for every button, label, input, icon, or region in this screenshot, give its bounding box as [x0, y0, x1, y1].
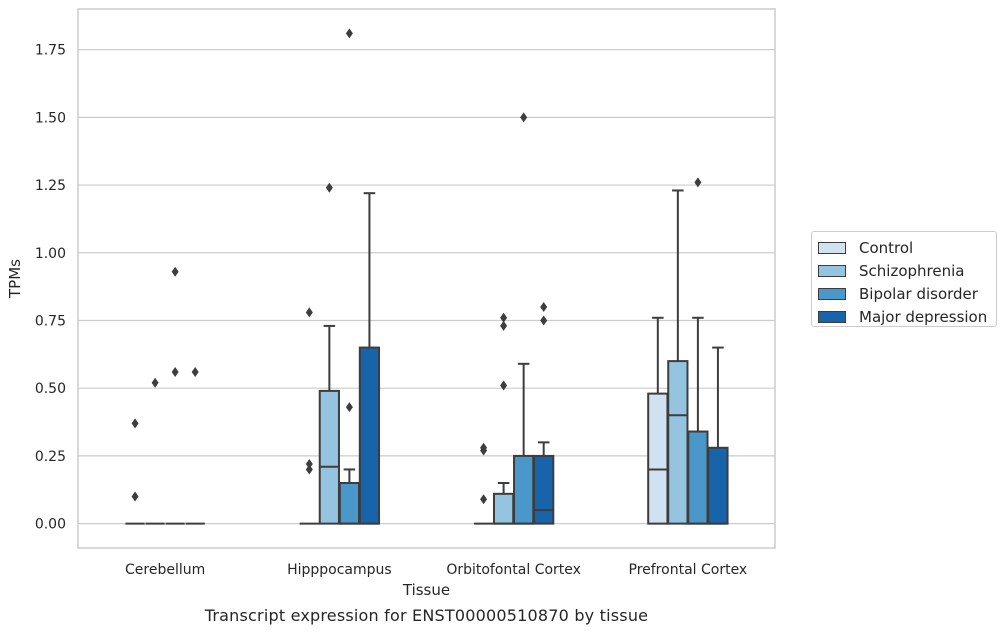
category-group — [473, 112, 555, 525]
box — [687, 430, 709, 525]
legend-label-schizophrenia: Schizophrenia — [859, 261, 965, 280]
y-tick-label: 1.75 — [35, 43, 66, 59]
y-tick-label: 1.50 — [35, 110, 66, 126]
outlier-point — [305, 459, 313, 470]
legend-label-bipolar-disorder: Bipolar disorder — [859, 284, 978, 303]
y-tick-label: 0.00 — [35, 517, 66, 533]
box — [513, 454, 535, 525]
legend: Control Schizophrenia Bipolar disorder M… — [811, 231, 997, 327]
box — [318, 389, 340, 525]
outlier-point — [171, 266, 179, 277]
x-tick-label: Hipppocampus — [287, 562, 392, 578]
legend-label-control: Control — [859, 238, 914, 257]
outlier-point — [694, 177, 702, 188]
outlier-point — [191, 366, 199, 377]
x-tick-label: Prefrontal Cortex — [629, 562, 748, 578]
outlier-point — [480, 445, 488, 456]
outlier-point — [345, 28, 353, 39]
box — [707, 446, 729, 525]
box — [358, 346, 381, 525]
outlier-point — [151, 377, 159, 388]
outlier-point — [500, 312, 508, 323]
outlier-point — [305, 307, 313, 318]
box — [647, 392, 669, 525]
outlier-point — [305, 464, 313, 475]
outlier-point — [171, 366, 179, 377]
legend-swatch-major-depression — [818, 310, 846, 323]
outlier-point — [520, 112, 528, 123]
x-tick-label: Cerebellum — [125, 562, 205, 578]
y-axis-label: TPMs — [6, 259, 24, 299]
legend-label-major-depression: Major depression — [859, 307, 988, 326]
category-group — [299, 28, 381, 525]
y-tick-label: 0.50 — [35, 381, 66, 397]
y-tick-label: 1.25 — [35, 178, 66, 194]
outlier-point — [131, 491, 139, 502]
legend-item-major-depression: Major depression — [818, 305, 996, 328]
figure-caption: Transcript expression for ENST0000051087… — [204, 606, 649, 625]
y-tick-label: 1.00 — [35, 246, 66, 262]
box — [338, 481, 361, 525]
plot-border — [77, 8, 776, 549]
legend-item-schizophrenia: Schizophrenia — [818, 259, 996, 282]
outlier-point — [345, 402, 353, 413]
legend-item-bipolar-disorder: Bipolar disorder — [818, 282, 996, 305]
box — [533, 454, 555, 525]
box — [667, 360, 689, 525]
outlier-point — [131, 418, 139, 429]
outlier-point — [480, 494, 488, 505]
outlier-point — [540, 315, 548, 326]
legend-item-control: Control — [818, 236, 996, 259]
category-group — [125, 266, 205, 525]
legend-swatch-schizophrenia — [818, 264, 846, 277]
x-tick-label: Orbitofontal Cortex — [446, 562, 581, 578]
outlier-point — [500, 380, 508, 391]
box — [492, 492, 515, 525]
y-tick-label: 0.75 — [35, 313, 66, 329]
legend-swatch-control — [818, 241, 846, 254]
x-axis-label: Tissue — [402, 581, 450, 599]
outlier-point — [500, 320, 508, 331]
y-tick-label: 0.25 — [35, 449, 66, 465]
outlier-point — [540, 301, 548, 312]
legend-swatch-bipolar-disorder — [818, 287, 846, 300]
outlier-point — [325, 182, 333, 193]
category-group — [647, 177, 729, 525]
